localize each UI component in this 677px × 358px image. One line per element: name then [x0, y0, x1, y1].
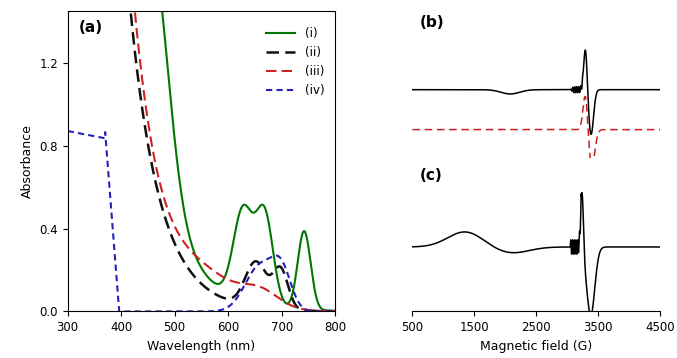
X-axis label: Wavelength (nm): Wavelength (nm) — [148, 340, 255, 353]
X-axis label: Magnetic field (G): Magnetic field (G) — [480, 340, 592, 353]
Text: (b): (b) — [420, 15, 445, 30]
Legend: (i), (ii), (iii), (iv): (i), (ii), (iii), (iv) — [261, 23, 329, 102]
Text: (a): (a) — [79, 20, 102, 35]
Y-axis label: Absorbance: Absorbance — [21, 124, 34, 198]
Text: (c): (c) — [420, 169, 443, 183]
